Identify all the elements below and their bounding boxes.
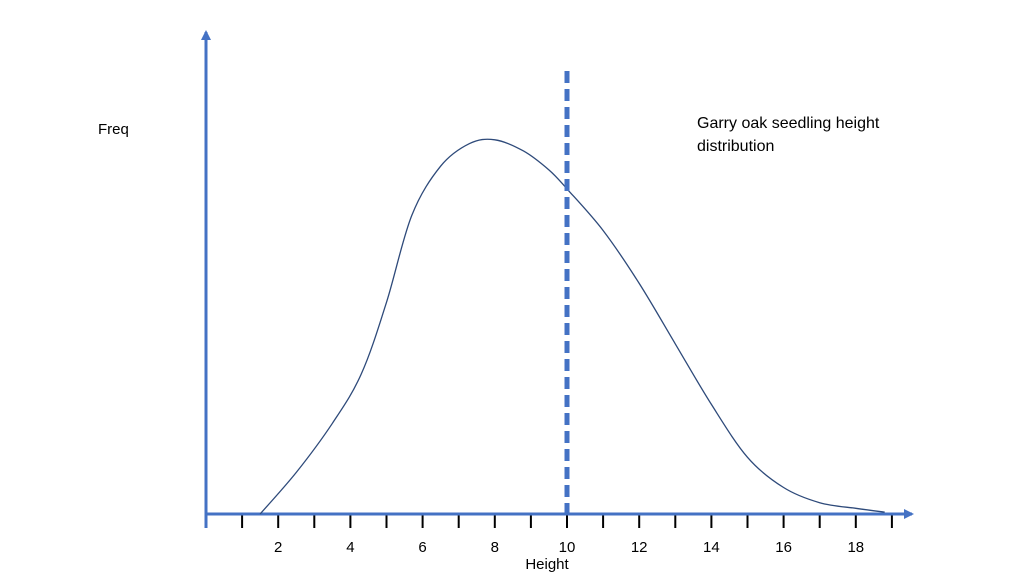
x-tick-label: 12 [631,539,648,556]
chart-title-line: distribution [697,138,774,155]
chart-title-line: Garry oak seedling height [697,115,880,132]
x-axis-label: Height [525,556,569,573]
y-axis-label: Freq [98,121,129,138]
x-axis-ticks [205,514,893,528]
x-tick-label: 10 [559,539,576,556]
x-tick-label: 4 [346,539,354,556]
x-tick-label: 2 [274,539,282,556]
x-tick-label: 6 [418,539,426,556]
x-tick-label: 16 [775,539,792,556]
x-tick-label: 18 [847,539,864,556]
x-tick-labels: 2 4 6 8 10 12 14 16 18 [274,539,864,556]
distribution-curve [259,138,885,515]
chart-title: Garry oak seedling height distribution [697,115,880,155]
x-tick-label: 14 [703,539,720,556]
x-tick-label: 8 [491,539,499,556]
